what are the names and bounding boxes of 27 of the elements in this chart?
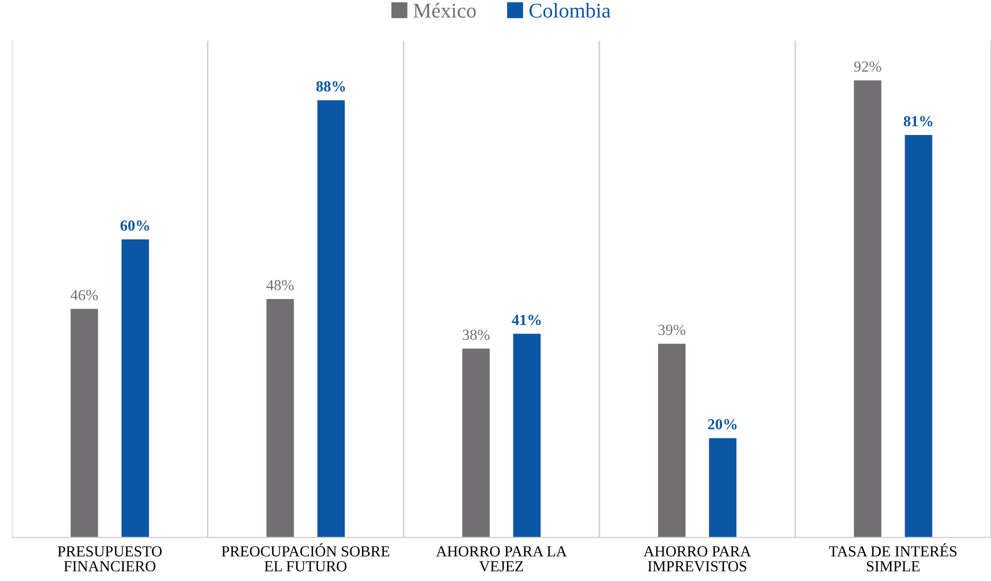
x-tick-label: PREOCUPACIÓN SOBRE EL FUTURO — [222, 543, 390, 572]
x-tick-label: TASA DE INTERÉS SIMPLE — [829, 543, 956, 572]
bar — [317, 100, 345, 538]
x-tick-label: PRESUPUESTO FINANCIERO — [58, 546, 162, 572]
x-tick-label: AHORRO PARA LA VEJEZ — [436, 546, 567, 572]
bar — [658, 344, 686, 538]
data-label: 20% — [708, 419, 737, 430]
bar — [709, 438, 736, 538]
x-tick-label: AHORRO PARA IMPREVISTOS — [644, 546, 751, 572]
bar — [266, 298, 294, 538]
legend-label: Colombia — [529, 3, 611, 18]
legend-label: México — [414, 2, 476, 18]
bar — [513, 334, 541, 538]
data-label: 46% — [70, 290, 98, 300]
bar — [904, 135, 932, 538]
bar — [462, 348, 490, 538]
bar — [122, 239, 149, 538]
data-label: 92% — [854, 61, 882, 72]
data-label: 81% — [904, 116, 932, 126]
bar — [70, 308, 98, 538]
data-label: 88% — [316, 81, 345, 92]
bar — [854, 80, 882, 538]
data-label: 38% — [462, 330, 490, 340]
data-label: 60% — [120, 220, 150, 231]
data-label: 48% — [266, 280, 294, 290]
data-label: 41% — [512, 314, 541, 326]
data-label: 39% — [658, 324, 686, 336]
